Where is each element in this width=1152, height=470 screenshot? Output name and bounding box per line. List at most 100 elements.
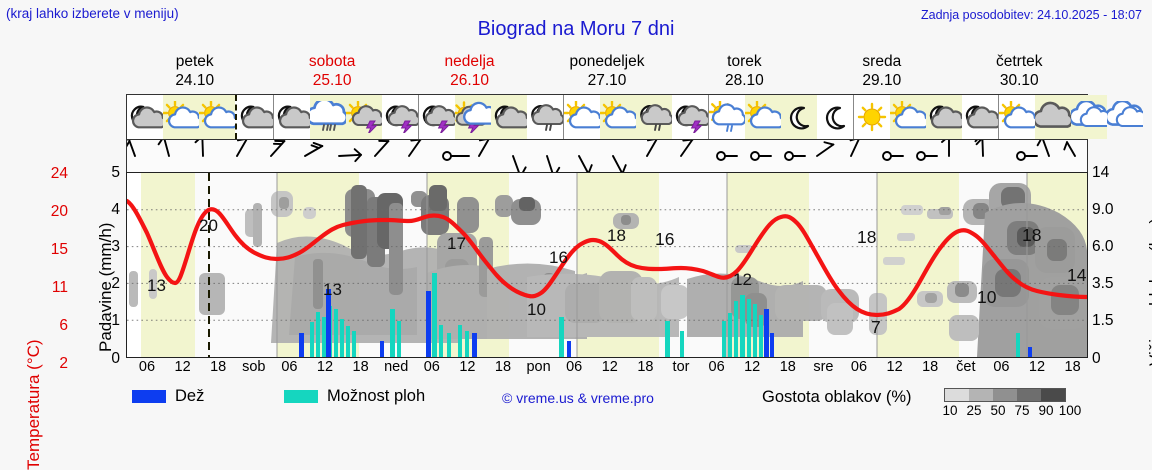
day-date: 28.10	[725, 72, 764, 89]
meteogram-plot: 13 20 13 17 16 18 10 12 16	[126, 172, 1088, 358]
x-tick-18: 18	[779, 359, 796, 375]
cloud-rain-icon	[1071, 95, 1107, 139]
cloud-density-step-3	[1017, 389, 1041, 401]
cloudh-tick-4: 1.5	[1092, 312, 1114, 330]
temperature-labels-2: 12	[733, 270, 752, 289]
legend-item-showers: Možnost ploh	[284, 387, 425, 406]
day-date: 30.10	[999, 72, 1039, 89]
moon-thunder-icon	[672, 95, 708, 139]
x-tick-2: 18	[210, 359, 227, 375]
moon-drizzle-icon	[527, 95, 563, 139]
x-tick-11: pon	[526, 359, 551, 375]
weather-icon-row	[126, 94, 1143, 140]
cloud-density-step-2	[993, 389, 1017, 401]
day-name: petek	[175, 53, 214, 70]
plot-svg: 13 20 13 17 16 18 10 12	[127, 173, 1087, 357]
x-tick-9: 12	[459, 359, 476, 375]
cloud-rain-icon	[1107, 95, 1143, 139]
moon-icon	[781, 95, 817, 139]
cloudh-tick-2: 6.0	[1092, 238, 1114, 256]
day-header-5: sreda 29.10	[813, 52, 950, 92]
moon-cloud-icon	[235, 95, 273, 139]
cloudheight-axis-ticks: 14 9.0 6.0 3.5 1.5 0	[1092, 160, 1130, 370]
cloud-density-gradient-bar	[944, 388, 1066, 402]
page-title: Biograd na Moru 7 dni	[477, 18, 675, 40]
day-header-3: ponedeljek 27.10	[538, 52, 675, 92]
copyright-link[interactable]: © vreme.us & vreme.pro	[502, 390, 654, 406]
x-tick-25: 12	[1028, 359, 1046, 375]
sun-thunder-cloud-icon	[455, 95, 491, 139]
prec-tick-3: 2	[111, 275, 120, 293]
moon-cloud-icon	[926, 95, 962, 139]
x-tick-8: 06	[423, 359, 440, 375]
x-tick-12: 06	[566, 359, 583, 375]
sun-icon	[853, 95, 890, 139]
cloud-density-step-1	[969, 389, 993, 401]
x-tick-0: 06	[138, 359, 156, 375]
cloud-density-tick-labels: 10 25 50 75 90 100	[938, 403, 1138, 419]
prec-tick-1: 4	[111, 201, 120, 219]
precip-bars-rain	[299, 289, 1032, 357]
day-header-1: sobota 25.10	[263, 52, 400, 92]
meteogram-page: (kraj lahko izberete v meniju) Biograd n…	[0, 6, 1152, 470]
rain-color-swatch	[132, 390, 166, 403]
wind-barbs-svg	[127, 140, 1076, 172]
x-tick-6: 18	[352, 359, 369, 375]
day-date: 24.10	[175, 72, 215, 89]
temp-tick-3: 11	[51, 279, 68, 296]
day-date: 25.10	[312, 72, 352, 89]
moon-cloud-icon	[962, 95, 998, 139]
svg-text:10: 10	[527, 300, 546, 319]
day-name: sobota	[308, 53, 356, 70]
temp-tick-1: 20	[50, 203, 68, 220]
moon-thunder-icon	[382, 95, 418, 139]
x-axis-labels: 06 12 18 sob 06 12 18 ned 06 12 18 pon 06 12 18 tor 06 12…	[126, 359, 1088, 379]
moon-icon	[817, 95, 853, 139]
day-name: torek	[727, 53, 762, 70]
sun-cloud-icon	[745, 95, 781, 139]
day-header-6: četrtek 30.10	[951, 52, 1088, 92]
day-header-4: torek 28.10	[676, 52, 813, 92]
x-tick-7: ned	[384, 359, 409, 375]
x-tick-20: 06	[850, 359, 868, 375]
temperature-labels: 13 20 13 17 16 18 10	[147, 216, 626, 319]
cloud-density-tick-4: 90	[1038, 403, 1054, 418]
cloud-density-step-4	[1041, 389, 1065, 401]
svg-text:20: 20	[199, 216, 218, 235]
cloudh-tick-0: 14	[1092, 164, 1110, 181]
day-date: 29.10	[862, 72, 902, 89]
temperature-axis-ticks: 24 20 15 11 6 2	[34, 160, 68, 372]
moon-cloud-icon	[491, 95, 527, 139]
cloudh-tick-3: 3.5	[1092, 275, 1114, 293]
prec-tick-0: 5	[111, 164, 120, 181]
prec-tick-2: 3	[111, 238, 120, 256]
x-tick-4: 06	[281, 359, 298, 375]
day-name: sreda	[862, 53, 902, 70]
x-tick-22: 18	[922, 359, 939, 375]
legend-item-rain: Dež	[132, 387, 204, 406]
day-name: nedelja	[444, 53, 495, 70]
cloud-density-tick-0: 10	[942, 403, 958, 418]
x-tick-13: 12	[601, 359, 618, 375]
cloud-density-legend-label: Gostota oblakov (%)	[762, 388, 912, 406]
x-tick-10: 18	[494, 359, 512, 375]
sun-cloud-icon	[998, 95, 1035, 139]
svg-text:13: 13	[147, 276, 166, 295]
prec-tick-4: 1	[111, 312, 120, 330]
sun-cloud-icon	[563, 95, 600, 139]
x-tick-15: tor	[672, 359, 690, 375]
sun-cloud-icon	[890, 95, 926, 139]
showers-legend-label: Možnost ploh	[327, 387, 426, 405]
svg-text:17: 17	[447, 234, 466, 253]
chart-legend: Dež Možnost ploh © vreme.us & vreme.pro …	[0, 384, 1152, 418]
x-tick-24: 06	[993, 359, 1010, 375]
temperature-line	[127, 198, 1087, 318]
sun-cloud-icon	[600, 95, 636, 139]
sun-thunder-icon	[346, 95, 382, 139]
moon-thunder-icon	[418, 95, 455, 139]
temp-tick-2: 15	[50, 241, 68, 258]
day-name: ponedeljek	[569, 53, 645, 70]
x-tick-5: 12	[316, 359, 334, 375]
x-tick-17: 12	[744, 359, 761, 375]
cloud-density-tick-5: 100	[1058, 403, 1082, 418]
